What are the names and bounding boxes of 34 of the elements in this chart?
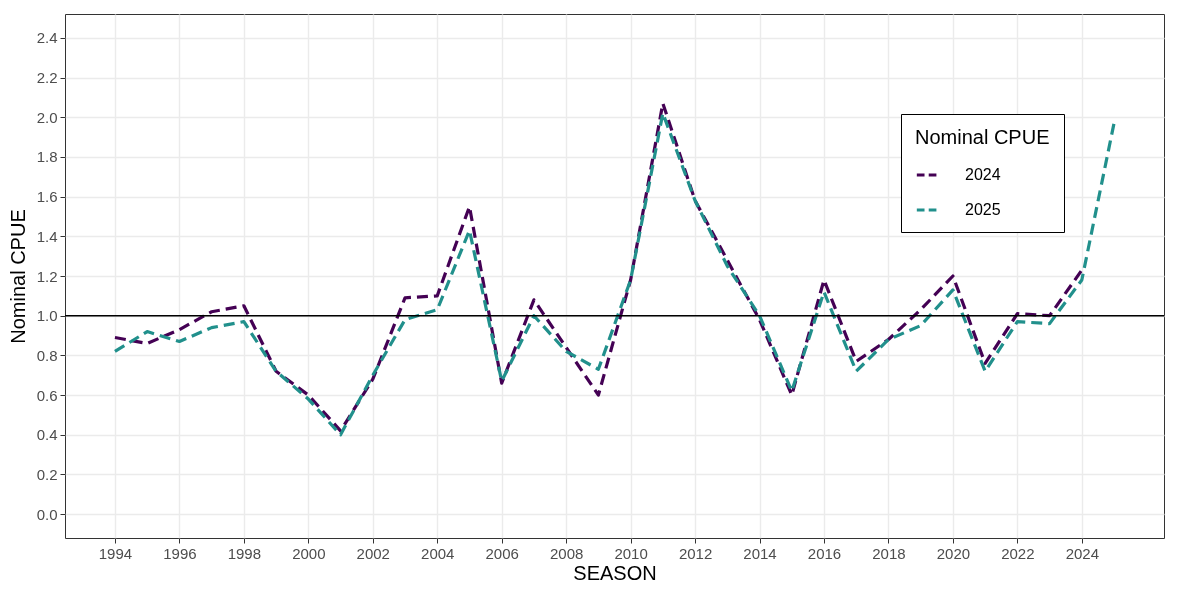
y-tick-label: 0.6	[36, 386, 58, 404]
x-tick-label: 2008	[549, 544, 584, 562]
x-tick-label: 2006	[485, 544, 519, 562]
x-tick-label: 2024	[1065, 544, 1099, 562]
x-tick-label: 2020	[936, 544, 971, 562]
y-tick-label: 0.8	[36, 346, 58, 364]
legend-title: Nominal CPUE	[915, 126, 1050, 148]
y-tick-label: 2.0	[36, 108, 58, 126]
y-tick-label: 1.8	[36, 148, 58, 166]
legend-label: 2025	[965, 201, 1001, 218]
y-tick-label: 1.0	[36, 307, 58, 325]
x-tick-label: 2002	[356, 544, 390, 562]
y-tick-label: 0.4	[36, 426, 58, 444]
y-tick-label: 2.4	[36, 29, 58, 47]
y-tick-label: 1.6	[36, 188, 58, 206]
x-tick-label: 1998	[227, 544, 262, 562]
x-axis-title: SEASON	[573, 561, 657, 584]
x-tick-label: 2012	[678, 544, 713, 562]
y-tick-label: 0.0	[36, 505, 58, 523]
y-tick-label: 2.2	[36, 69, 58, 87]
x-tick-label: 1996	[163, 544, 197, 562]
x-tick-label: 2010	[614, 544, 648, 562]
x-tick-label: 2004	[421, 544, 455, 562]
y-tick-label: 0.2	[36, 465, 58, 483]
legend-label: 2024	[965, 166, 1001, 183]
y-axis-title: Nominal CPUE	[6, 209, 29, 344]
y-tick-label: 1.2	[36, 267, 58, 285]
x-tick-label: 2014	[743, 544, 777, 562]
x-tick-label: 2016	[807, 544, 842, 562]
y-tick-label: 1.4	[36, 227, 58, 245]
x-tick-label: 2018	[872, 544, 906, 562]
x-tick-label: 2000	[292, 544, 326, 562]
x-tick-label: 1994	[98, 544, 133, 562]
x-tick-label: 2022	[1001, 544, 1035, 562]
